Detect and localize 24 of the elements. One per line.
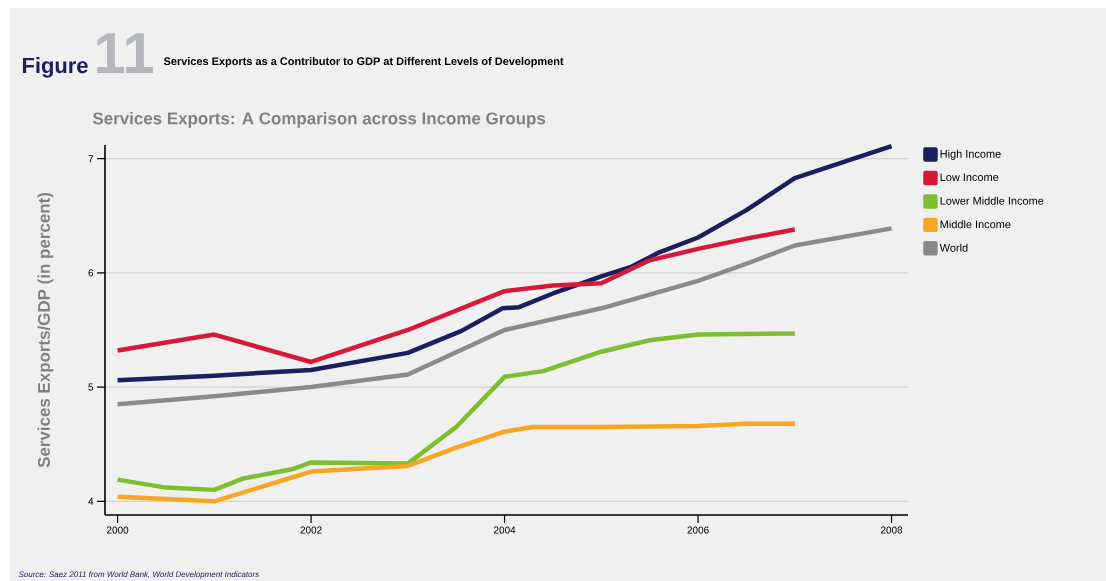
line-series: [115, 143, 894, 383]
chart-subtitle: Services Exports: A Comparison across Income Groups: [92, 111, 546, 128]
x-tick-label: 2008: [880, 526, 903, 534]
line-series: [115, 331, 798, 493]
text: 11: [97, 33, 153, 73]
line-series: [115, 421, 798, 504]
y-tick-label: 7: [88, 155, 94, 163]
chart-title: Services Exports as a Contributor to GDP at Different Levels of Development: [163, 57, 564, 68]
legend-label: Lower Middle Income: [940, 196, 1044, 205]
legend-label: Middle Income: [940, 220, 1011, 229]
x-tick-label: 2000: [107, 526, 129, 534]
y-axis-title: Services Exports/GDP (in percent): [37, 192, 54, 468]
text: Figure: [22, 57, 88, 78]
y-tick-label: 4: [88, 497, 94, 505]
x-tick-label: 2006: [687, 526, 709, 534]
legend-label: World: [939, 243, 968, 252]
x-tick-label: 2002: [300, 526, 322, 534]
line-series: [115, 226, 894, 407]
y-tick-label: 5: [88, 383, 94, 391]
x-tick-label: 2004: [493, 526, 516, 534]
legend-label: High Income: [940, 149, 1001, 160]
line-series: [115, 227, 798, 365]
y-tick-label: 6: [88, 269, 94, 277]
legend-label: Low Income: [940, 173, 999, 182]
